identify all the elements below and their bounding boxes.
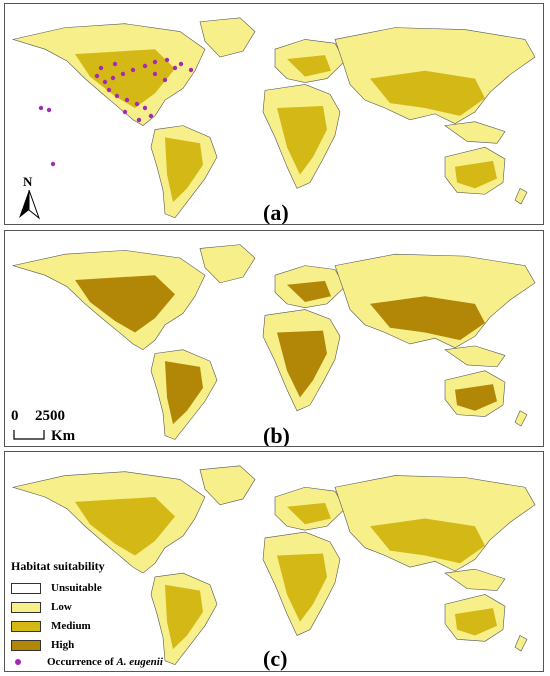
occurrence-point <box>122 109 128 115</box>
scale-zero: 0 <box>11 408 19 424</box>
occurrence-point <box>162 77 168 83</box>
occurrence-point <box>50 161 56 167</box>
legend-swatch-medium <box>11 620 41 632</box>
suitability-region-asia-core <box>370 70 485 116</box>
scale-bar-line <box>13 430 45 440</box>
legend-occurrence-prefix: Occurrence of <box>47 656 117 668</box>
occurrence-point <box>172 65 178 71</box>
world-map-a <box>11 17 536 219</box>
legend-swatch-high <box>11 639 41 651</box>
suitability-region-europe-core <box>287 280 331 302</box>
landmass-greenland <box>199 465 256 506</box>
landmass-new-zealand <box>514 187 528 205</box>
suitability-region-asia-core <box>370 518 485 564</box>
occurrence-point <box>98 65 104 71</box>
occurrence-point <box>124 97 130 103</box>
scale-bar: 0 2500 Km <box>11 394 121 444</box>
suitability-region-asia-core <box>370 296 485 341</box>
suitability-region-europe-core <box>287 502 331 525</box>
suitability-region-south-america-core <box>165 137 203 203</box>
suitability-region-africa-core <box>277 553 327 622</box>
north-arrow-icon <box>19 189 41 220</box>
landmass-southeast-asia <box>444 121 506 144</box>
occurrence-point <box>148 113 154 119</box>
occurrence-point <box>188 67 194 73</box>
legend-label-unsuitable: Unsuitable <box>51 582 102 594</box>
occurrence-point <box>136 117 142 123</box>
legend-item-medium: Medium <box>11 619 91 633</box>
suitability-region-australia-core <box>455 160 497 189</box>
legend-label-low: Low <box>51 601 72 613</box>
landmass-southeast-asia <box>444 345 506 368</box>
occurrence-point <box>46 107 52 113</box>
scale-distance: 2500 <box>35 408 65 424</box>
suitability-region-africa-core <box>277 106 327 175</box>
panel-label-c: (c) <box>263 646 288 671</box>
landmass-new-zealand <box>514 635 528 652</box>
occurrence-points <box>38 57 194 167</box>
occurrence-point <box>102 79 108 85</box>
legend-item-low: Low <box>11 600 72 614</box>
landmass-new-zealand <box>514 410 528 427</box>
landmass-greenland <box>199 17 256 58</box>
occurrence-point <box>152 59 158 65</box>
legend-item-occurrence: Occurrence of A. eugenii <box>11 655 163 669</box>
occurrence-point <box>178 61 184 67</box>
landmass-greenland <box>199 244 256 284</box>
map-panel-b: 0 2500 Km (b) <box>4 230 544 447</box>
legend-swatch-unsuitable <box>11 582 41 594</box>
suitability-region-australia-core <box>455 384 497 411</box>
occurrence-point <box>106 87 112 93</box>
suitability-region-australia-core <box>455 608 497 636</box>
suitability-region-north-america-core <box>75 275 175 333</box>
occurrence-dot-icon <box>15 659 21 665</box>
map-panel-c: Habitat suitability Unsuitable Low Mediu… <box>4 451 544 672</box>
panel-label-b: (b) <box>263 423 290 447</box>
occurrence-point <box>38 105 44 111</box>
suitability-region-south-america-core <box>165 584 203 650</box>
suitability-region-north-america-core <box>75 49 175 108</box>
legend-occurrence-species: A. eugenii <box>116 656 163 668</box>
occurrence-point <box>142 63 148 69</box>
suitability-region-north-america-core <box>75 497 175 556</box>
world-map-b <box>11 244 536 440</box>
suitability-region-south-america-core <box>165 361 203 425</box>
legend-swatch-low <box>11 601 41 613</box>
legend-label-high: High <box>51 639 75 651</box>
legend-title: Habitat suitability <box>11 559 105 573</box>
occurrence-point <box>164 57 170 63</box>
occurrence-point <box>152 71 158 77</box>
suitability-region-africa-core <box>277 330 327 398</box>
landmass-southeast-asia <box>444 568 506 591</box>
map-panel-a: N (a) <box>4 3 544 225</box>
occurrence-point <box>130 67 136 73</box>
occurrence-point <box>112 61 118 67</box>
panel-label-a: (a) <box>263 200 289 225</box>
occurrence-point <box>134 101 140 107</box>
legend-label-medium: Medium <box>51 620 91 632</box>
legend-item-high: High <box>11 638 74 652</box>
occurrence-point <box>114 93 120 99</box>
legend-item-unsuitable: Unsuitable <box>11 581 102 595</box>
north-arrow-label: N <box>23 174 33 189</box>
occurrence-point <box>110 75 116 81</box>
occurrence-point <box>120 71 126 77</box>
world-map-c <box>11 465 536 666</box>
scale-unit: Km <box>51 428 76 444</box>
suitability-region-europe-core <box>287 55 331 77</box>
legend: Habitat suitability Unsuitable Low Mediu… <box>11 559 261 669</box>
occurrence-point <box>142 105 148 111</box>
occurrence-point <box>94 73 100 79</box>
